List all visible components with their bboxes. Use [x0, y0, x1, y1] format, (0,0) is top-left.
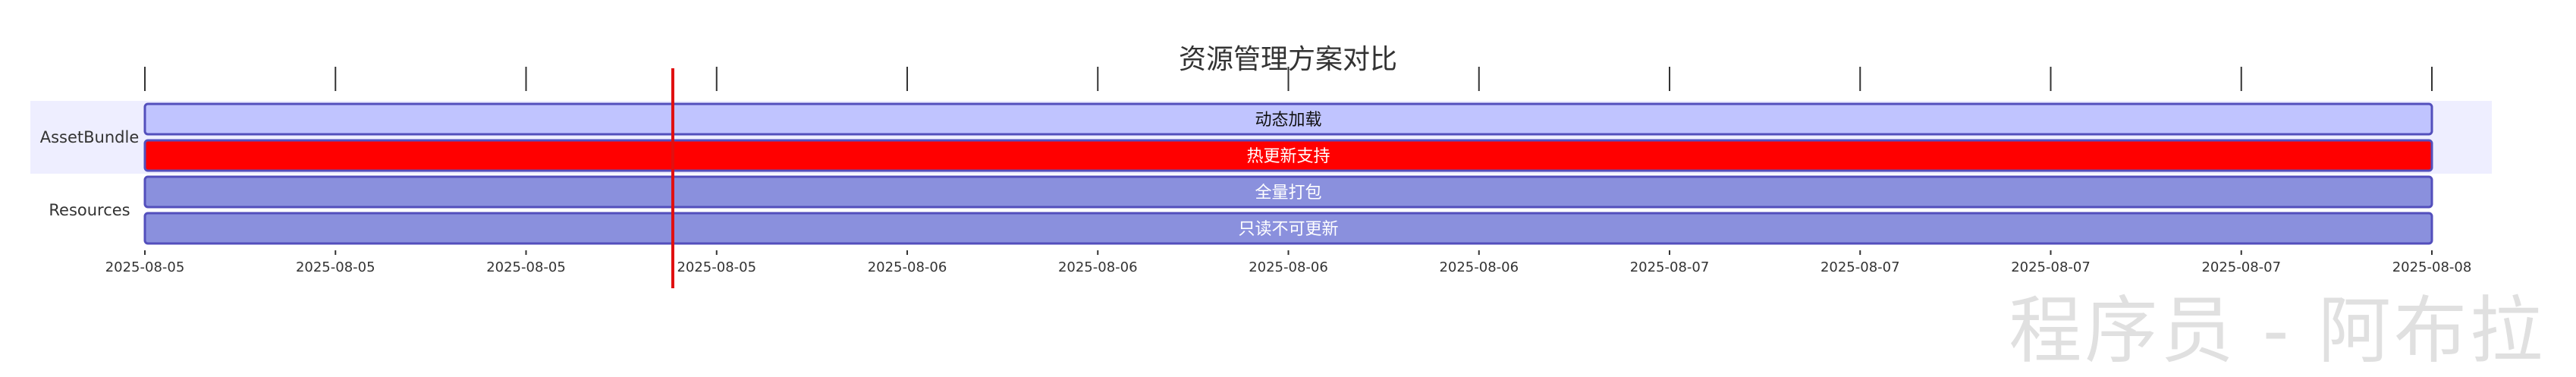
- tick-label: 2025-08-05: [486, 259, 566, 275]
- section-labels: AssetBundle Resources: [40, 128, 140, 219]
- task-label: 全量打包: [1255, 184, 1321, 203]
- tick-label: 2025-08-06: [1439, 259, 1519, 275]
- tick-label: 2025-08-07: [1630, 259, 1710, 275]
- tick-label: 2025-08-05: [677, 259, 756, 275]
- watermark-text: 程序员 - 阿布拉: [2009, 288, 2546, 373]
- tick-label: 2025-08-07: [2201, 259, 2281, 275]
- task-label: 动态加载: [1255, 111, 1321, 130]
- task-bar: [143, 212, 2433, 245]
- bottom-axis: 2025-08-05 2025-08-05 2025-08-05 2025-08-05…: [105, 250, 2472, 275]
- tick-label: 2025-08-07: [1820, 259, 1900, 275]
- tick-label: 2025-08-06: [868, 259, 947, 275]
- section-label: Resources: [49, 201, 130, 219]
- tick-label: 2025-08-05: [296, 259, 375, 275]
- tick-label: 2025-08-07: [2011, 259, 2091, 275]
- task-bar: [143, 102, 2433, 136]
- task-label: 热更新支持: [1246, 147, 1330, 166]
- top-axis: [144, 67, 2433, 91]
- tick-label: 2025-08-06: [1058, 259, 1138, 275]
- tick-label: 2025-08-06: [1249, 259, 1328, 275]
- task-bar: [143, 175, 2433, 209]
- section-label: AssetBundle: [40, 128, 140, 146]
- tick-label: 2025-08-05: [105, 259, 185, 275]
- task-bar: [143, 139, 2433, 172]
- task-label: 只读不可更新: [1238, 220, 1338, 239]
- tick-label: 2025-08-08: [2392, 259, 2472, 275]
